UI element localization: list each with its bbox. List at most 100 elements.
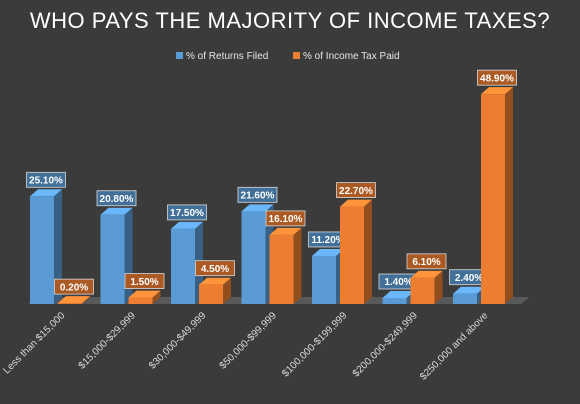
data-label-text-taxpaid-2: 4.50% <box>201 264 229 275</box>
data-label-text-returns-1: 20.80% <box>100 194 134 205</box>
data-label-text-taxpaid-3: 16.10% <box>269 214 303 225</box>
bar-top-returns-0 <box>30 189 62 197</box>
bar-front-taxpaid-5 <box>410 277 435 304</box>
bar-taxpaid-1 <box>128 290 161 304</box>
data-label-returns-1: 20.80% <box>96 190 137 207</box>
bar-side-taxpaid-0 <box>82 296 90 304</box>
legend-item-returns-filed-swatch <box>176 52 183 59</box>
data-label-box-taxpaid-5 <box>406 253 447 270</box>
data-label-returns-3: 21.60% <box>237 186 278 203</box>
data-label-box-taxpaid-0 <box>54 278 94 295</box>
bar-returns-4 <box>312 248 344 304</box>
bar-side-returns-0 <box>54 189 62 304</box>
bar-top-returns-5 <box>382 290 415 298</box>
bar-front-returns-1 <box>100 214 125 304</box>
bar-top-taxpaid-0 <box>58 296 90 304</box>
data-label-taxpaid-5: 6.10% <box>406 253 447 270</box>
bar-returns-0 <box>30 189 62 304</box>
x-tick-label-0: Less than $15,000 <box>1 310 67 376</box>
bar-side-taxpaid-3 <box>293 227 302 304</box>
bar-side-taxpaid-1 <box>152 290 161 304</box>
data-label-box-returns-1 <box>96 190 137 207</box>
data-label-text-returns-2: 17.50% <box>170 208 204 219</box>
data-label-taxpaid-6: 48.90% <box>477 69 517 86</box>
x-tick-label-4: $100,000-$199,999 <box>280 310 349 379</box>
data-label-text-taxpaid-1: 1.50% <box>130 277 158 288</box>
bar-top-taxpaid-2 <box>199 277 231 285</box>
data-label-box-taxpaid-6 <box>477 69 517 86</box>
bar-side-taxpaid-2 <box>223 277 231 304</box>
legend-item-income-tax-paid-label: % of Income Tax Paid <box>303 51 400 62</box>
data-label-text-returns-0: 25.10% <box>29 175 63 186</box>
bar-front-taxpaid-0 <box>58 303 82 304</box>
bar-top-taxpaid-4 <box>340 199 372 207</box>
bar-returns-1 <box>100 207 133 304</box>
bar-top-returns-1 <box>100 207 133 215</box>
bar-front-taxpaid-6 <box>481 94 505 304</box>
data-label-box-taxpaid-4 <box>336 182 376 198</box>
bar-front-taxpaid-3 <box>269 234 294 304</box>
data-label-box-returns-3 <box>237 186 278 203</box>
bar-front-returns-4 <box>312 255 336 304</box>
bar-top-taxpaid-1 <box>128 290 161 298</box>
data-label-text-returns-5: 1.40% <box>384 277 412 288</box>
bar-taxpaid-4 <box>340 199 372 304</box>
data-label-returns-2: 17.50% <box>167 204 207 221</box>
bar-side-returns-1 <box>124 207 133 304</box>
x-tick-label-2: $30,000-$49,999 <box>147 310 209 372</box>
bar-side-taxpaid-6 <box>505 87 513 304</box>
bar-top-returns-6 <box>453 286 485 294</box>
data-label-box-taxpaid-3 <box>265 210 306 227</box>
bar-side-taxpaid-5 <box>434 270 443 304</box>
data-label-box-taxpaid-1 <box>124 273 165 289</box>
bar-side-taxpaid-4 <box>364 199 372 304</box>
bar-top-taxpaid-5 <box>410 270 443 278</box>
data-label-taxpaid-0: 0.20% <box>54 278 94 295</box>
data-label-returns-4: 11.20% <box>308 231 348 248</box>
bar-top-returns-3 <box>241 204 274 212</box>
x-tick-label-6: $250,000 and above <box>418 310 491 383</box>
bar-taxpaid-2 <box>199 277 231 304</box>
data-label-text-returns-3: 21.60% <box>241 191 275 202</box>
data-label-taxpaid-3: 16.10% <box>265 210 306 227</box>
data-label-text-taxpaid-6: 48.90% <box>480 73 514 84</box>
bar-front-taxpaid-2 <box>199 284 223 304</box>
data-label-returns-6: 2.40% <box>449 269 489 286</box>
data-label-returns-0: 25.10% <box>26 171 66 188</box>
data-label-text-returns-4: 11.20% <box>311 235 344 246</box>
bar-front-returns-6 <box>453 293 477 304</box>
legend-item-returns-filed-label: % of Returns Filed <box>186 51 268 62</box>
x-tick-label-3: $50,000-$99,999 <box>218 310 280 372</box>
data-label-taxpaid-1: 1.50% <box>124 273 165 289</box>
chart-title: WHO PAYS THE MAJORITY OF INCOME TAXES? <box>29 8 551 33</box>
data-label-box-returns-0 <box>26 171 66 188</box>
data-label-text-taxpaid-5: 6.10% <box>412 257 440 268</box>
legend: % of Returns Filed % of Income Tax Paid <box>176 51 400 62</box>
data-label-taxpaid-2: 4.50% <box>195 260 235 277</box>
bar-taxpaid-5 <box>410 270 443 304</box>
bar-front-returns-5 <box>382 297 407 304</box>
bar-top-returns-2 <box>171 221 203 229</box>
bar-front-returns-3 <box>241 211 266 304</box>
bar-front-returns-2 <box>171 228 195 304</box>
data-label-text-taxpaid-0: 0.20% <box>60 282 88 293</box>
data-label-box-taxpaid-2 <box>195 260 235 277</box>
x-tick-label-1: $15,000-$29,999 <box>77 310 139 372</box>
bar-top-returns-4 <box>312 248 344 256</box>
data-label-box-returns-2 <box>167 204 207 221</box>
bar-front-returns-0 <box>30 196 54 304</box>
bar-taxpaid-3 <box>269 227 302 304</box>
bar-taxpaid-0 <box>58 296 90 304</box>
data-label-text-returns-6: 2.40% <box>455 273 483 284</box>
data-label-taxpaid-4: 22.70% <box>336 182 376 198</box>
bar-front-taxpaid-1 <box>128 297 153 304</box>
bar-taxpaid-6 <box>481 87 513 304</box>
bar-front-taxpaid-4 <box>340 206 364 304</box>
bar-top-taxpaid-6 <box>481 87 513 95</box>
legend-item-income-tax-paid-swatch <box>293 52 300 59</box>
data-label-text-taxpaid-4: 22.70% <box>339 186 373 197</box>
bar-top-taxpaid-3 <box>269 227 302 235</box>
x-tick-label-5: $200,000-$249,999 <box>351 310 420 379</box>
